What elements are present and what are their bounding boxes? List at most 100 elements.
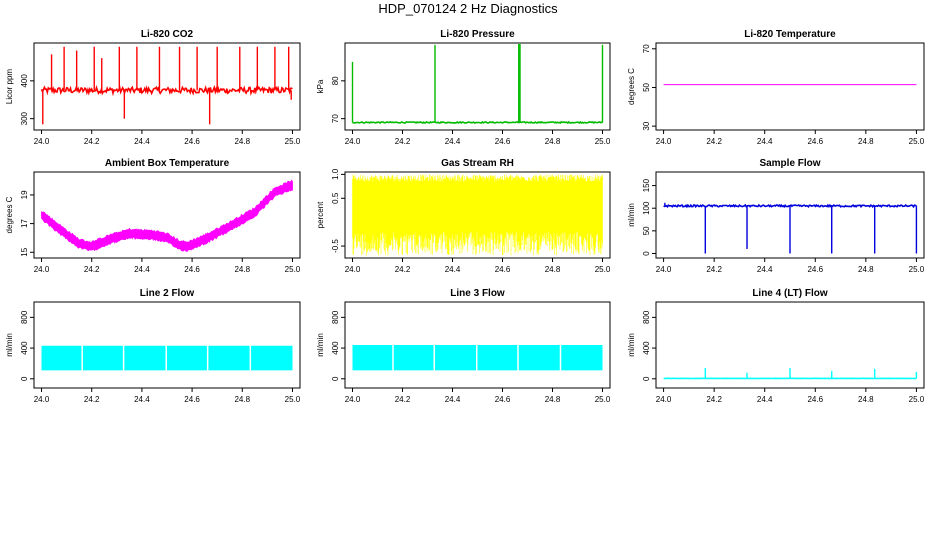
x-tick-label: 24.8 — [234, 137, 250, 146]
panel-rh: Gas Stream RH 24.0 24.2 24.4 24.6 24.8 25.0 -0.… — [316, 158, 611, 274]
plot-frame — [33, 42, 301, 131]
plot-frame — [655, 301, 925, 389]
x-tick-label: 24.8 — [858, 395, 874, 404]
x-tick-label: 24.4 — [445, 137, 461, 146]
series-segment — [435, 345, 476, 371]
plot-frame — [33, 171, 301, 259]
y-axis-label: Licor ppm — [5, 69, 14, 104]
x-tick-label: 24.4 — [757, 265, 773, 274]
y-axis-label: ml/min — [627, 203, 636, 227]
series-segment — [251, 345, 293, 371]
plot-frame — [344, 171, 611, 259]
x-tick-label: 24.0 — [656, 137, 672, 146]
y-tick-label: 30 — [642, 121, 651, 130]
x-tick-label: 24.6 — [495, 265, 511, 274]
y-tick-label: 70 — [642, 44, 651, 53]
panel-box-temp: Ambient Box Temperature 24.0 24.2 24.4 24.6 2… — [5, 158, 301, 274]
x-tick-label: 24.2 — [84, 265, 100, 274]
panel-title: Li-820 CO2 — [141, 29, 194, 40]
plot-frame — [33, 301, 301, 389]
panel-co2: Li-820 CO2 24.0 24.2 24.4 24.6 24.8 25.0 300 400… — [5, 29, 301, 146]
series-segment — [477, 345, 518, 371]
x-tick-label: 24.2 — [706, 265, 722, 274]
y-axis-label: percent — [316, 201, 325, 228]
plot-frame — [655, 42, 925, 131]
series-segment — [393, 345, 434, 371]
panel-line2: Line 2 Flow 24.0 24.2 24.4 24.6 24.8 25.0 0 400 8… — [5, 288, 301, 404]
series-line — [40, 84, 293, 97]
panel-title: Sample Flow — [759, 158, 820, 169]
x-tick-label: 24.8 — [545, 137, 561, 146]
y-axis-label: ml/min — [627, 333, 636, 357]
x-tick-label: 24.8 — [545, 395, 561, 404]
panel-title: Li-820 Pressure — [440, 29, 515, 40]
x-tick-label: 24.0 — [656, 395, 672, 404]
y-tick-label: 50 — [642, 226, 651, 235]
plot-frame — [344, 42, 611, 131]
y-tick-label: 0.5 — [331, 192, 340, 204]
y-tick-label: 400 — [642, 341, 651, 355]
panel-line4: Line 4 (LT) Flow 24.0 24.2 24.4 24.6 24.8 25.0… — [627, 288, 925, 404]
series-band — [41, 179, 293, 252]
y-tick-label: 17 — [20, 219, 29, 228]
panel-title: Line 2 Flow — [140, 288, 195, 299]
y-tick-label: 0 — [331, 376, 340, 381]
panel-title: Line 3 Flow — [450, 288, 505, 299]
y-tick-label: 0 — [642, 376, 651, 381]
panel-line3: Line 3 Flow 24.0 24.2 24.4 24.6 24.8 25.0 0 400 8… — [316, 288, 611, 404]
y-axis-label: ml/min — [5, 333, 14, 357]
series-segment — [41, 345, 82, 371]
x-tick-label: 24.4 — [757, 395, 773, 404]
y-tick-label: 300 — [20, 111, 29, 125]
panel-title: Gas Stream RH — [441, 158, 514, 169]
series-segment — [561, 345, 603, 371]
series-segment — [82, 345, 123, 371]
y-tick-label: 50 — [642, 82, 651, 91]
x-tick-label: 25.0 — [285, 395, 301, 404]
x-tick-label: 24.2 — [84, 395, 100, 404]
y-tick-label: 800 — [20, 310, 29, 324]
x-tick-label: 25.0 — [285, 265, 301, 274]
series-segment — [167, 345, 207, 371]
x-tick-label: 24.2 — [395, 395, 411, 404]
x-tick-label: 24.0 — [34, 395, 50, 404]
y-axis-label: ml/min — [316, 333, 325, 357]
x-tick-label: 25.0 — [285, 137, 301, 146]
x-tick-label: 25.0 — [595, 265, 611, 274]
series-line — [352, 120, 603, 125]
panel-title: Line 4 (LT) Flow — [752, 288, 828, 299]
x-tick-label: 24.6 — [807, 137, 823, 146]
x-tick-label: 24.4 — [134, 395, 150, 404]
x-tick-label: 25.0 — [909, 395, 925, 404]
y-tick-label: 800 — [331, 310, 340, 324]
panel-pressure: Li-820 Pressure 24.0 24.2 24.4 24.6 24.8 25.0 7… — [316, 29, 611, 146]
x-tick-label: 24.4 — [757, 137, 773, 146]
series-segment — [352, 345, 393, 371]
x-tick-label: 24.2 — [706, 395, 722, 404]
y-tick-label: 150 — [642, 178, 651, 192]
x-tick-label: 24.8 — [234, 395, 250, 404]
panel-title: Ambient Box Temperature — [105, 158, 230, 169]
panel-licor-temp: Li-820 Temperature 24.0 24.2 24.4 24.6 24.8 25… — [627, 29, 925, 146]
y-tick-label: 70 — [331, 114, 340, 123]
x-tick-label: 24.0 — [34, 137, 50, 146]
x-tick-label: 24.2 — [84, 137, 100, 146]
x-tick-label: 24.8 — [234, 265, 250, 274]
y-tick-label: 800 — [642, 310, 651, 324]
y-tick-label: 400 — [20, 74, 29, 88]
y-tick-label: 0 — [642, 251, 651, 256]
y-tick-label: 1.0 — [331, 168, 340, 180]
x-tick-label: 24.2 — [395, 265, 411, 274]
x-tick-label: 25.0 — [595, 395, 611, 404]
x-tick-label: 25.0 — [595, 137, 611, 146]
x-tick-label: 25.0 — [909, 137, 925, 146]
y-tick-label: 19 — [20, 190, 29, 199]
series-segment — [208, 345, 250, 371]
x-tick-label: 24.2 — [706, 137, 722, 146]
series-segment — [518, 345, 560, 371]
y-axis-label: degrees C — [5, 196, 14, 233]
x-tick-label: 24.6 — [184, 265, 200, 274]
y-axis-label: degrees C — [627, 68, 636, 105]
x-tick-label: 24.2 — [395, 137, 411, 146]
